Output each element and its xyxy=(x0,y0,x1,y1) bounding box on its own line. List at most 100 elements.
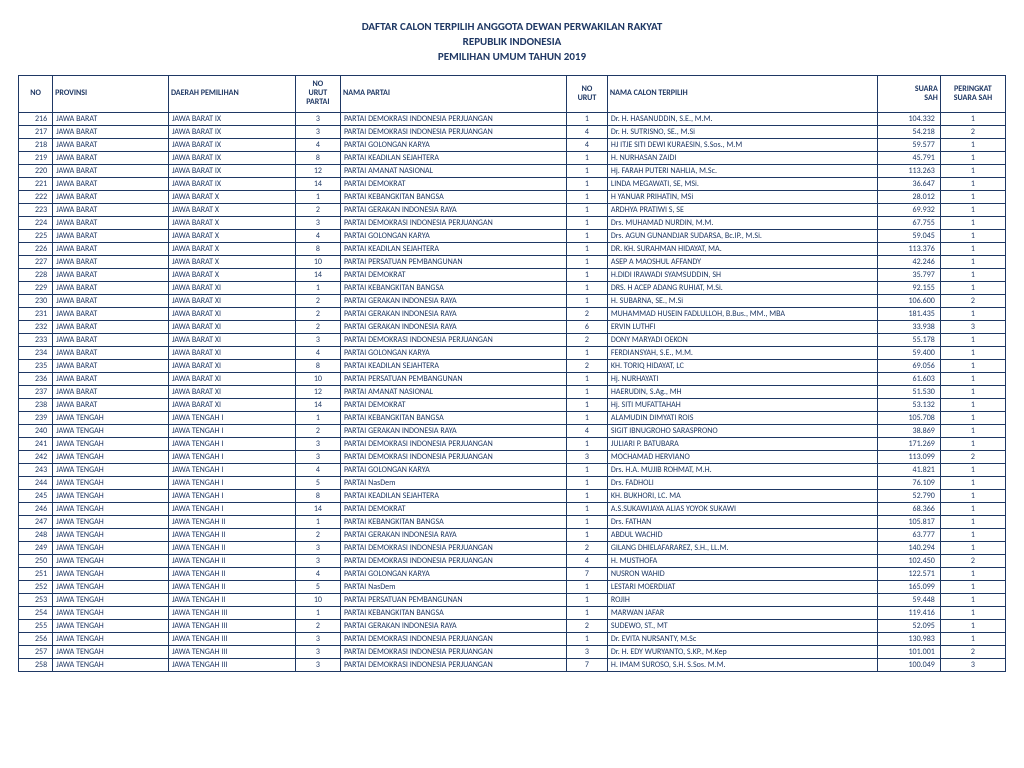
cell: JAWA TENGAH xyxy=(53,580,169,593)
table-row: 237JAWA BARATJAWA BARAT XI12PARTAI AMANA… xyxy=(19,385,1006,398)
cell: 2 xyxy=(940,125,1005,138)
cell: JAWA BARAT xyxy=(53,281,169,294)
cell: 257 xyxy=(19,645,53,658)
cell: JAWA BARAT xyxy=(53,177,169,190)
cell: 104.332 xyxy=(878,112,941,125)
cell: 4 xyxy=(567,125,608,138)
cell: 36.647 xyxy=(878,177,941,190)
cell: Hj. FARAH PUTERI NAHLIA, M.Sc. xyxy=(607,164,877,177)
cell: JAWA TENGAH xyxy=(53,411,169,424)
table-row: 246JAWA TENGAHJAWA TENGAH I14PARTAI DEMO… xyxy=(19,502,1006,515)
cell: JAWA TENGAH II xyxy=(168,593,295,606)
cell: JAWA TENGAH II xyxy=(168,554,295,567)
cell: JAWA TENGAH xyxy=(53,515,169,528)
cell: JAWA BARAT X xyxy=(168,229,295,242)
cell: 1 xyxy=(940,255,1005,268)
cell: 1 xyxy=(567,437,608,450)
cell: 8 xyxy=(295,489,340,502)
cell: 59.045 xyxy=(878,229,941,242)
cell: 2 xyxy=(567,619,608,632)
cell: JAWA BARAT IX xyxy=(168,112,295,125)
title-line-3: PEMILIHAN UMUM TAHUN 2019 xyxy=(18,50,1006,65)
cell: 1 xyxy=(940,606,1005,619)
cell: 14 xyxy=(295,268,340,281)
cell: JAWA TENGAH III xyxy=(168,658,295,671)
cell: JAWA TENGAH xyxy=(53,632,169,645)
cell: JAWA TENGAH III xyxy=(168,619,295,632)
cell: 2 xyxy=(295,528,340,541)
table-row: 248JAWA TENGAHJAWA TENGAH II2PARTAI GERA… xyxy=(19,528,1006,541)
cell: 130.983 xyxy=(878,632,941,645)
cell: JAWA TENGAH xyxy=(53,502,169,515)
cell: 1 xyxy=(567,242,608,255)
cell: JAWA TENGAH xyxy=(53,567,169,580)
cell: 1 xyxy=(940,372,1005,385)
table-row: 232JAWA BARATJAWA BARAT XI2PARTAI GERAKA… xyxy=(19,320,1006,333)
cell: 1 xyxy=(940,424,1005,437)
table-row: 256JAWA TENGAHJAWA TENGAH III3PARTAI DEM… xyxy=(19,632,1006,645)
cell: JAWA BARAT xyxy=(53,138,169,151)
cell: 1 xyxy=(567,255,608,268)
cell: 2 xyxy=(295,619,340,632)
cell: 1 xyxy=(567,164,608,177)
cell: 59.448 xyxy=(878,593,941,606)
cell: 61.603 xyxy=(878,372,941,385)
cell: 2 xyxy=(940,554,1005,567)
cell: 4 xyxy=(295,229,340,242)
cell: 3 xyxy=(295,333,340,346)
cell: 69.056 xyxy=(878,359,941,372)
cell: JAWA BARAT XI xyxy=(168,294,295,307)
table-row: 230JAWA BARATJAWA BARAT XI2PARTAI GERAKA… xyxy=(19,294,1006,307)
cell: 54.218 xyxy=(878,125,941,138)
table-row: 216JAWA BARATJAWA BARAT IX3PARTAI DEMOKR… xyxy=(19,112,1006,125)
cell: 1 xyxy=(567,476,608,489)
cell: JAWA TENGAH II xyxy=(168,580,295,593)
cell: JAWA TENGAH II xyxy=(168,541,295,554)
cell: 12 xyxy=(295,385,340,398)
cell: 1 xyxy=(940,515,1005,528)
cell: 1 xyxy=(295,515,340,528)
cell: PARTAI DEMOKRASI INDONESIA PERJUANGAN xyxy=(340,333,566,346)
table-row: 251JAWA TENGAHJAWA TENGAH II4PARTAI GOLO… xyxy=(19,567,1006,580)
cell: 256 xyxy=(19,632,53,645)
cell: 122.571 xyxy=(878,567,941,580)
cell: 1 xyxy=(567,515,608,528)
cell: DR. KH. SURAHMAN HIDAYAT, MA. xyxy=(607,242,877,255)
cell: 225 xyxy=(19,229,53,242)
cell: JAWA TENGAH xyxy=(53,606,169,619)
cell: 1 xyxy=(940,346,1005,359)
cell: JAWA BARAT xyxy=(53,164,169,177)
cell: 1 xyxy=(940,476,1005,489)
cell: 1 xyxy=(940,216,1005,229)
cell: 224 xyxy=(19,216,53,229)
cell: JAWA BARAT IX xyxy=(168,164,295,177)
cell: 233 xyxy=(19,333,53,346)
cell: 3 xyxy=(295,112,340,125)
cell: JAWA TENGAH I xyxy=(168,489,295,502)
cell: 3 xyxy=(295,125,340,138)
cell: 3 xyxy=(295,658,340,671)
cell: 105.817 xyxy=(878,515,941,528)
cell: 41.821 xyxy=(878,463,941,476)
cell: 1 xyxy=(567,593,608,606)
cell: 3 xyxy=(295,554,340,567)
cell: JAWA TENGAH I xyxy=(168,424,295,437)
cell: 248 xyxy=(19,528,53,541)
cell: 171.269 xyxy=(878,437,941,450)
cell: 249 xyxy=(19,541,53,554)
cell: 1 xyxy=(567,190,608,203)
cell: 219 xyxy=(19,151,53,164)
cell: A.S.SUKAWIJAYA ALIAS YOYOK SUKAWI xyxy=(607,502,877,515)
cell: PARTAI NasDem xyxy=(340,476,566,489)
col-header: NOURUT xyxy=(567,75,608,112)
cell: PARTAI GERAKAN INDONESIA RAYA xyxy=(340,320,566,333)
cell: PARTAI DEMOKRASI INDONESIA PERJUANGAN xyxy=(340,216,566,229)
cell: 38.869 xyxy=(878,424,941,437)
cell: PARTAI DEMOKRASI INDONESIA PERJUANGAN xyxy=(340,125,566,138)
cell: 10 xyxy=(295,593,340,606)
cell: 1 xyxy=(940,242,1005,255)
cell: DONY MARYADI OEKON xyxy=(607,333,877,346)
cell: 1 xyxy=(940,593,1005,606)
table-row: 220JAWA BARATJAWA BARAT IX12PARTAI AMANA… xyxy=(19,164,1006,177)
cell: Dr. EVITA NURSANTY, M.Sc xyxy=(607,632,877,645)
